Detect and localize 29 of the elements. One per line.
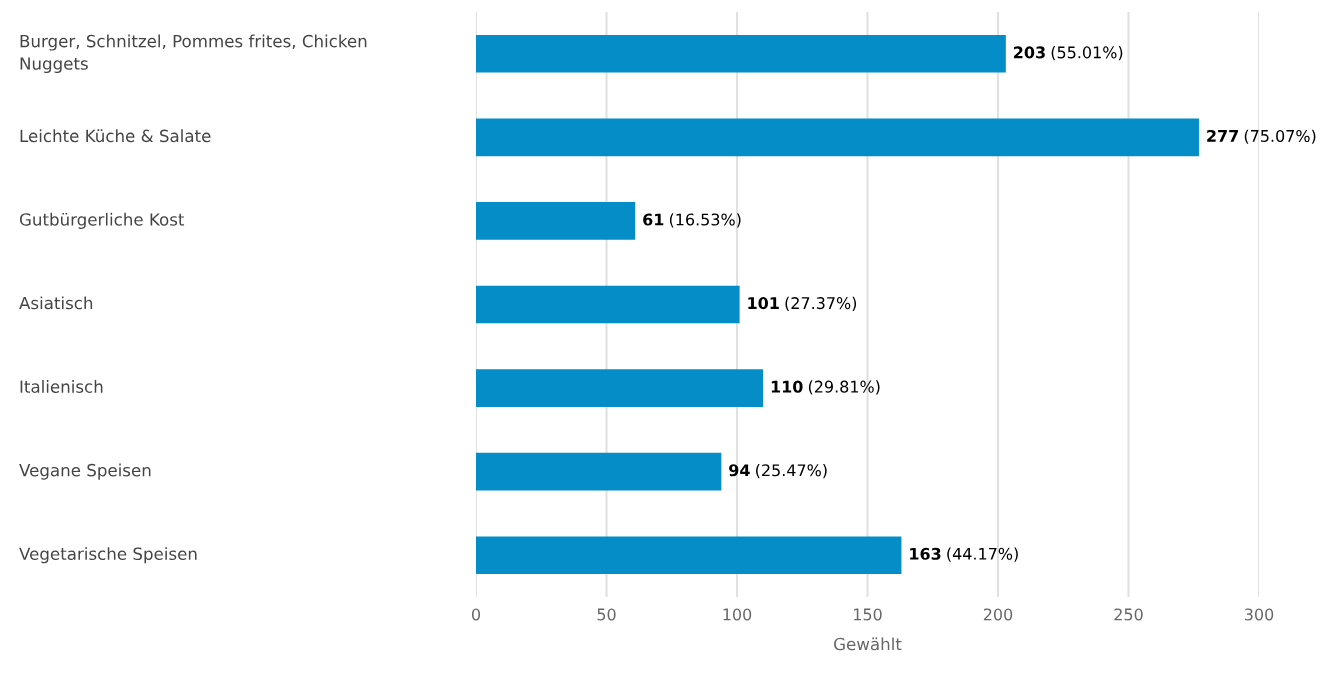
data-label: 277 (75.07%) — [1207, 129, 1316, 144]
data-label: 101 (27.37%) — [748, 296, 857, 312]
y-tick-label: Vegetarische Speisen — [19, 547, 197, 564]
data-label: 203 (55.01%) — [1014, 46, 1123, 61]
data-label: 61 (16.53%) — [643, 213, 741, 228]
bar — [476, 34, 1006, 73]
bar — [476, 536, 902, 575]
data-label: 94 (25.47%) — [729, 463, 827, 479]
x-tick-label: 250 — [1114, 608, 1143, 621]
bar — [476, 452, 722, 491]
y-tick-label: Asiatisch — [19, 296, 93, 310]
bar — [476, 285, 740, 324]
x-tick-label: 100 — [723, 608, 752, 621]
y-tick-label: Vegane Speisen — [19, 463, 151, 480]
x-axis-title: Gewählt — [834, 637, 902, 651]
y-tick-label: Burger, Schnitzel, Pommes frites, Chicken Nuggets — [20, 34, 367, 74]
x-tick-label: 0 — [471, 608, 481, 621]
y-tick-label: Gutbürgerliche Kost — [19, 212, 185, 229]
bar — [476, 369, 764, 407]
x-tick-label: 300 — [1244, 608, 1274, 621]
y-tick-label: Leichte Küche & Salate — [20, 129, 211, 143]
x-tick-label: 200 — [983, 608, 1013, 621]
x-tick-label: 50 — [597, 608, 616, 621]
bar — [476, 202, 636, 240]
data-label: 110 (29.81%) — [771, 380, 880, 395]
x-tick-label: 150 — [854, 608, 882, 621]
y-tick-label: Italienisch — [20, 380, 103, 393]
bar — [476, 118, 1199, 157]
data-label: 163 (44.17%) — [910, 547, 1018, 562]
